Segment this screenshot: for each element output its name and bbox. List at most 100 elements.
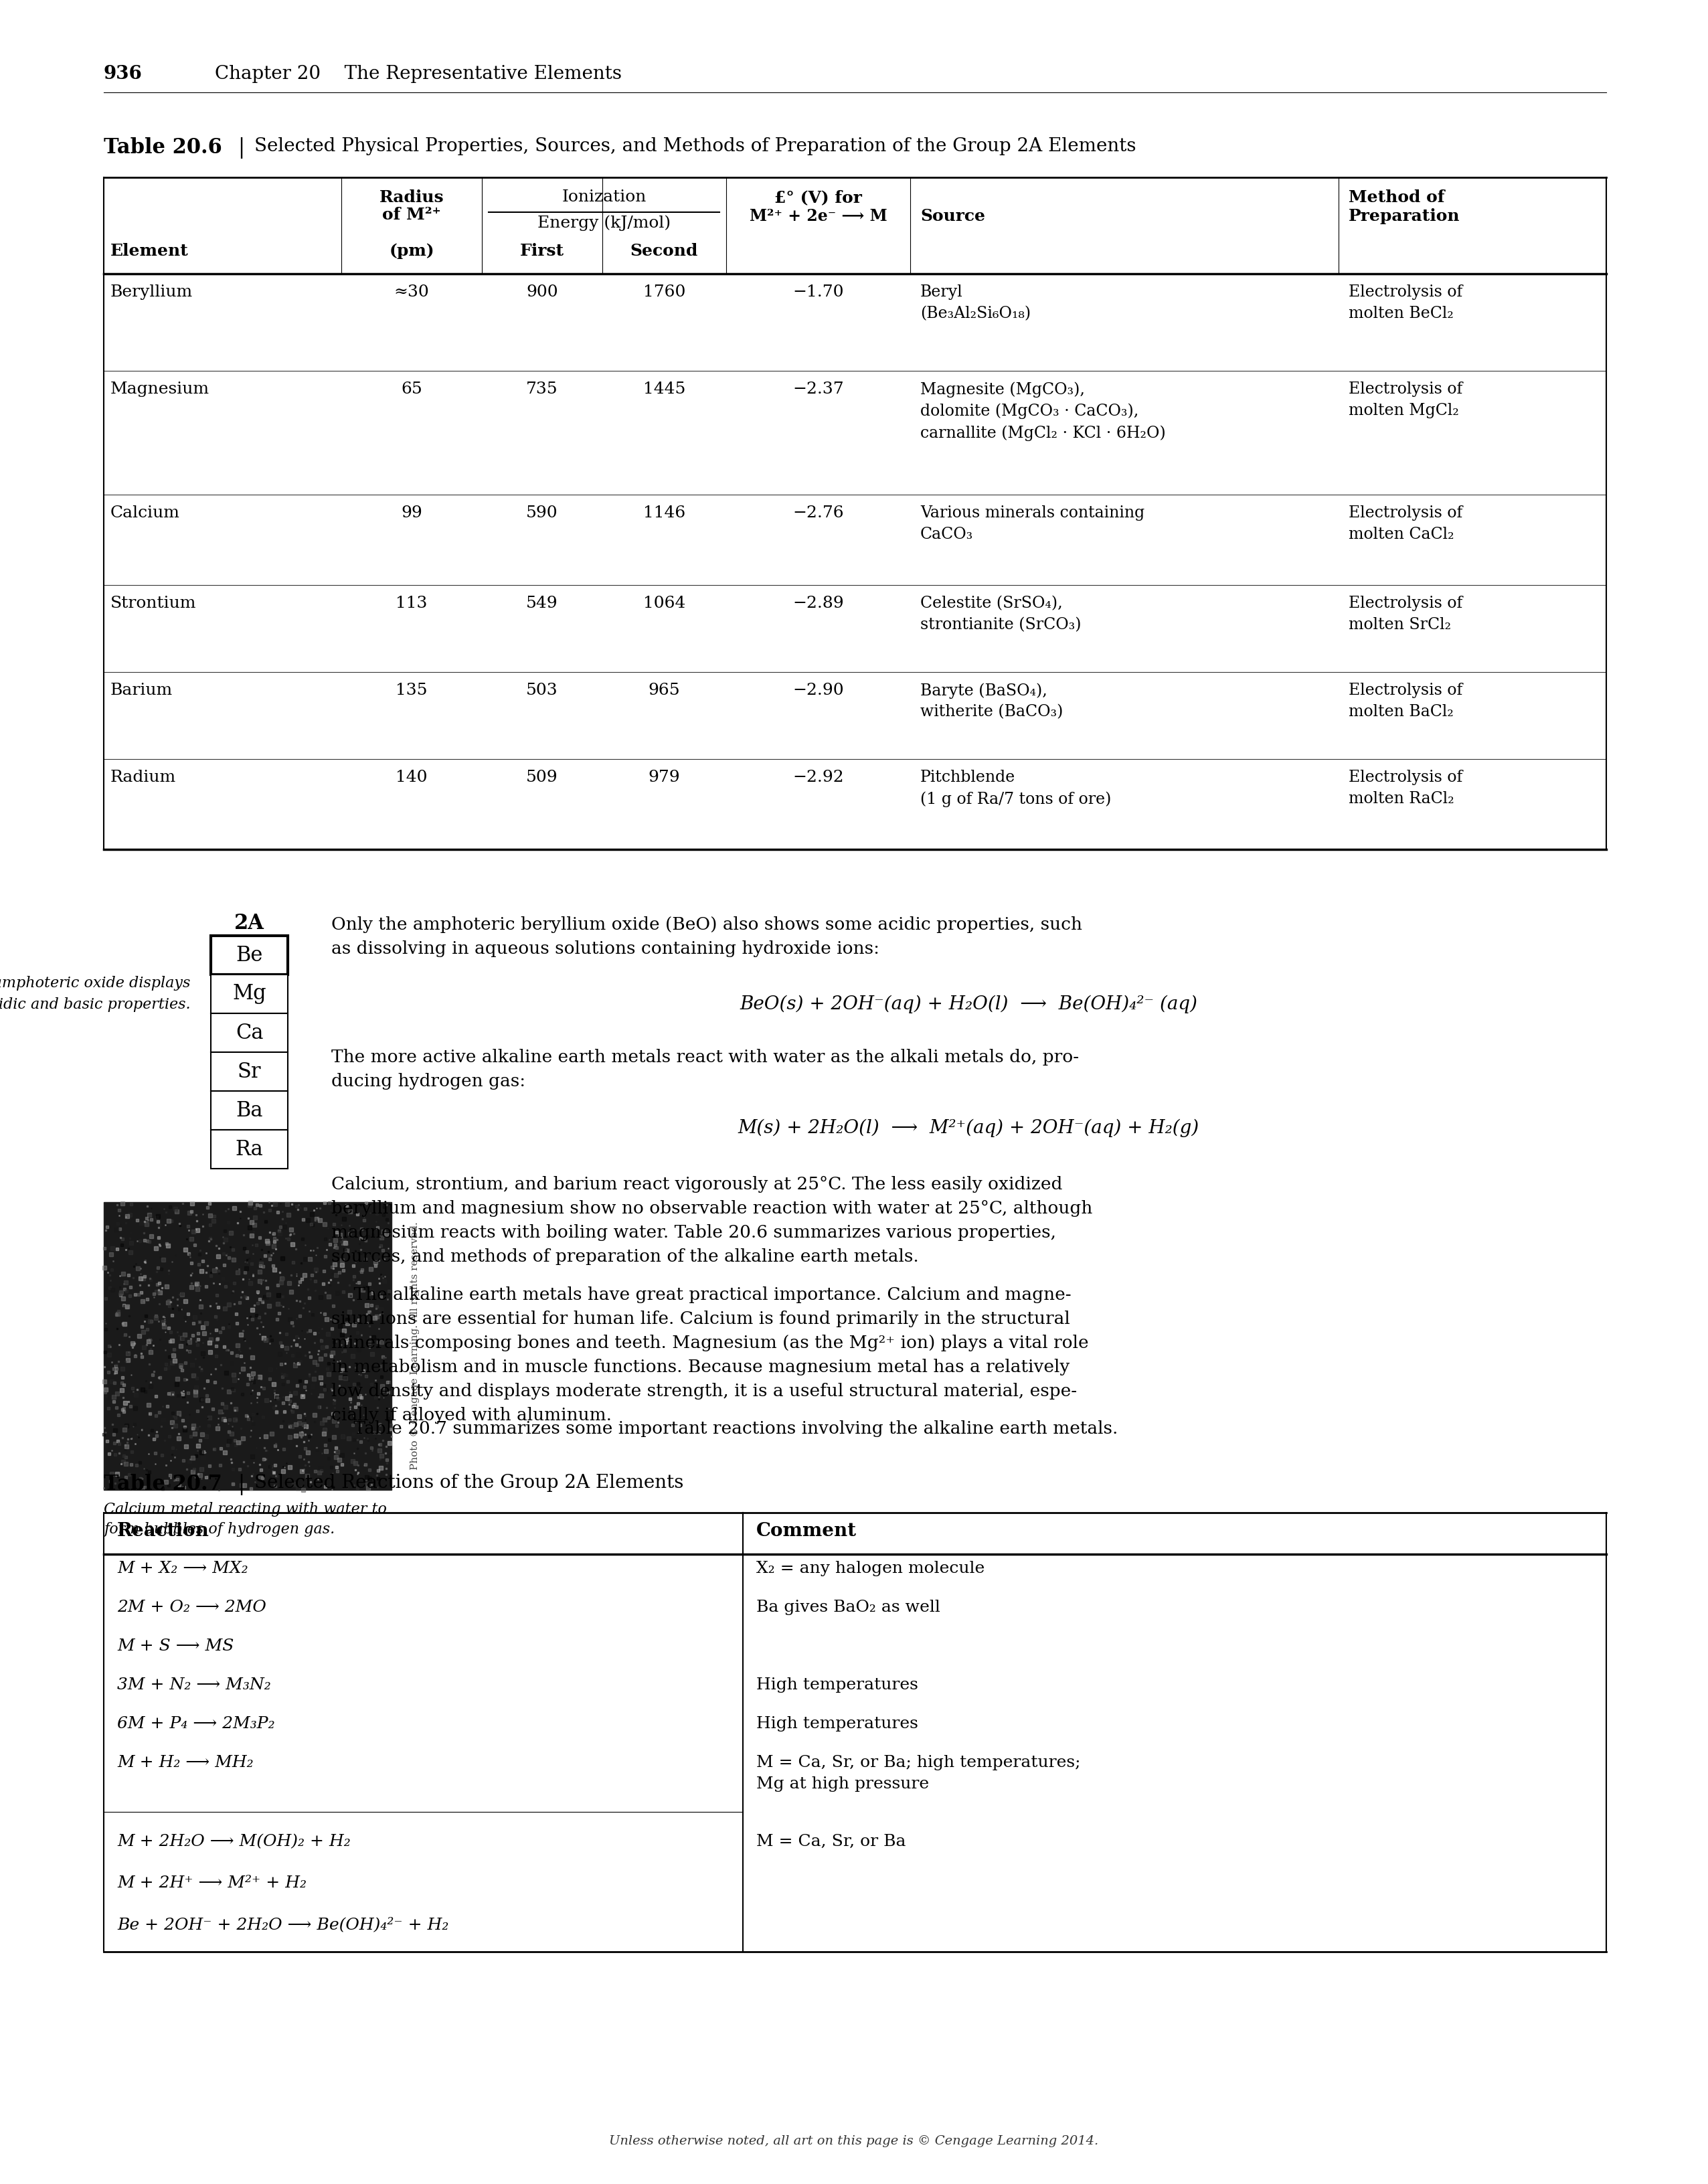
- Text: Electrolysis of
molten BaCl₂: Electrolysis of molten BaCl₂: [1349, 684, 1462, 719]
- Text: X₂ = any halogen molecule: X₂ = any halogen molecule: [757, 1562, 986, 1577]
- Text: 936: 936: [104, 66, 142, 83]
- Text: Beryllium: Beryllium: [111, 284, 193, 299]
- Text: M²⁺ + 2e⁻ ⟶ M: M²⁺ + 2e⁻ ⟶ M: [750, 207, 886, 225]
- Text: Magnesium: Magnesium: [111, 382, 210, 397]
- Text: M + H₂ ⟶ MH₂: M + H₂ ⟶ MH₂: [118, 1756, 253, 1771]
- Text: M + 2H⁺ ⟶ M²⁺ + H₂: M + 2H⁺ ⟶ M²⁺ + H₂: [118, 1876, 306, 1891]
- Text: Barium: Barium: [111, 684, 173, 699]
- Text: Second: Second: [630, 242, 699, 260]
- Text: Unless otherwise noted, all art on this page is © Cengage Learning 2014.: Unless otherwise noted, all art on this …: [610, 2136, 1098, 2147]
- Text: 1146: 1146: [644, 505, 685, 520]
- Text: Ba gives BaO₂ as well: Ba gives BaO₂ as well: [757, 1599, 939, 1616]
- Text: Ra: Ra: [236, 1138, 263, 1160]
- Text: 2A: 2A: [234, 913, 265, 935]
- Bar: [210, 1092, 287, 1129]
- Text: Pitchblende
(1 g of Ra/7 tons of ore): Pitchblende (1 g of Ra/7 tons of ore): [921, 769, 1112, 808]
- Text: 113: 113: [396, 596, 427, 612]
- Text: M + 2H₂O ⟶ M(OH)₂ + H₂: M + 2H₂O ⟶ M(OH)₂ + H₂: [118, 1835, 350, 1850]
- Text: M(s) + 2H₂O(l)  ⟶  M²⁺(aq) + 2OH⁻(aq) + H₂(g): M(s) + 2H₂O(l) ⟶ M²⁺(aq) + 2OH⁻(aq) + H₂…: [738, 1118, 1199, 1138]
- Text: Table 20.6: Table 20.6: [104, 138, 222, 157]
- Text: −2.76: −2.76: [793, 505, 844, 520]
- Text: Radius: Radius: [379, 190, 444, 205]
- Text: M = Ca, Sr, or Ba: M = Ca, Sr, or Ba: [757, 1835, 905, 1850]
- Bar: [104, 1201, 391, 1489]
- Text: Energy (kJ/mol): Energy (kJ/mol): [538, 214, 671, 232]
- Text: Preparation: Preparation: [1349, 207, 1460, 225]
- Text: 3M + N₂ ⟶ M₃N₂: 3M + N₂ ⟶ M₃N₂: [118, 1677, 272, 1693]
- Text: 735: 735: [526, 382, 559, 397]
- Text: 590: 590: [526, 505, 559, 520]
- Text: 140: 140: [396, 769, 427, 784]
- Text: Table 20.7: Table 20.7: [104, 1474, 222, 1494]
- Text: Only the amphoteric beryllium oxide (BeO) also shows some acidic properties, suc: Only the amphoteric beryllium oxide (BeO…: [331, 917, 1083, 957]
- Text: 549: 549: [526, 596, 559, 612]
- Text: Beryl
(Be₃Al₂Si₆O₁₈): Beryl (Be₃Al₂Si₆O₁₈): [921, 284, 1030, 321]
- Text: M + S ⟶ MS: M + S ⟶ MS: [118, 1638, 234, 1653]
- Text: M + X₂ ⟶ MX₂: M + X₂ ⟶ MX₂: [118, 1562, 248, 1577]
- Text: Reaction: Reaction: [118, 1522, 210, 1540]
- Text: 509: 509: [526, 769, 559, 784]
- Text: High temperatures: High temperatures: [757, 1717, 919, 1732]
- Text: −1.70: −1.70: [793, 284, 844, 299]
- Text: Various minerals containing
CaCO₃: Various minerals containing CaCO₃: [921, 505, 1144, 542]
- Text: Calcium, strontium, and barium react vigorously at 25°C. The less easily oxidize: Calcium, strontium, and barium react vig…: [331, 1175, 1093, 1265]
- Text: Chapter 20    The Representative Elements: Chapter 20 The Representative Elements: [167, 66, 622, 83]
- Text: Electrolysis of
molten CaCl₂: Electrolysis of molten CaCl₂: [1349, 505, 1462, 542]
- Text: Calcium metal reacting with water to
form bubbles of hydrogen gas.: Calcium metal reacting with water to for…: [104, 1503, 386, 1538]
- Text: −2.89: −2.89: [793, 596, 844, 612]
- Text: Electrolysis of
molten RaCl₂: Electrolysis of molten RaCl₂: [1349, 769, 1462, 806]
- Text: Element: Element: [111, 242, 188, 260]
- Text: The more active alkaline earth metals react with water as the alkali metals do, : The more active alkaline earth metals re…: [331, 1048, 1079, 1090]
- Text: 6M + P₄ ⟶ 2M₃P₂: 6M + P₄ ⟶ 2M₃P₂: [118, 1717, 275, 1732]
- Text: First: First: [519, 242, 564, 260]
- Text: 135: 135: [396, 684, 427, 699]
- Text: Electrolysis of
molten MgCl₂: Electrolysis of molten MgCl₂: [1349, 382, 1462, 419]
- Bar: [210, 1013, 287, 1053]
- Text: Calcium: Calcium: [111, 505, 179, 520]
- Bar: [210, 1053, 287, 1092]
- Text: −2.37: −2.37: [793, 382, 844, 397]
- Text: Selected Reactions of the Group 2A Elements: Selected Reactions of the Group 2A Eleme…: [254, 1474, 683, 1492]
- Text: 503: 503: [526, 684, 559, 699]
- Text: 65: 65: [401, 382, 422, 397]
- Text: £° (V) for: £° (V) for: [774, 190, 863, 205]
- Text: 1064: 1064: [642, 596, 685, 612]
- Text: Electrolysis of
molten SrCl₂: Electrolysis of molten SrCl₂: [1349, 596, 1462, 633]
- Text: 979: 979: [649, 769, 680, 784]
- Text: 2M + O₂ ⟶ 2MO: 2M + O₂ ⟶ 2MO: [118, 1599, 266, 1616]
- Text: Photo © Cengage Learning. All rights reserved.: Photo © Cengage Learning. All rights res…: [410, 1221, 420, 1470]
- Text: |: |: [237, 1474, 244, 1496]
- Text: Mg: Mg: [232, 983, 266, 1005]
- Bar: [210, 935, 287, 974]
- Text: 1760: 1760: [642, 284, 685, 299]
- Text: Comment: Comment: [757, 1522, 857, 1540]
- Text: Ionization: Ionization: [562, 190, 646, 205]
- Text: 900: 900: [526, 284, 559, 299]
- Text: The alkaline earth metals have great practical importance. Calcium and magne-
si: The alkaline earth metals have great pra…: [331, 1286, 1088, 1424]
- Text: Baryte (BaSO₄),
witherite (BaCO₃): Baryte (BaSO₄), witherite (BaCO₃): [921, 684, 1062, 721]
- Text: Selected Physical Properties, Sources, and Methods of Preparation of the Group 2: Selected Physical Properties, Sources, a…: [254, 138, 1136, 155]
- Text: Radium: Radium: [111, 769, 176, 784]
- Text: of M²⁺: of M²⁺: [383, 207, 441, 223]
- Text: Ba: Ba: [236, 1101, 263, 1120]
- Text: Celestite (SrSO₄),
strontianite (SrCO₃): Celestite (SrSO₄), strontianite (SrCO₃): [921, 596, 1081, 633]
- Text: M = Ca, Sr, or Ba; high temperatures;
Mg at high pressure: M = Ca, Sr, or Ba; high temperatures; Mg…: [757, 1756, 1081, 1791]
- Text: Method of: Method of: [1349, 190, 1445, 205]
- Text: Be + 2OH⁻ + 2H₂O ⟶ Be(OH)₄²⁻ + H₂: Be + 2OH⁻ + 2H₂O ⟶ Be(OH)₄²⁻ + H₂: [118, 1918, 449, 1933]
- Text: −2.90: −2.90: [793, 684, 844, 699]
- Bar: [210, 974, 287, 1013]
- Text: An amphoteric oxide displays
both acidic and basic properties.: An amphoteric oxide displays both acidic…: [0, 976, 191, 1011]
- Text: 99: 99: [401, 505, 422, 520]
- Text: Magnesite (MgCO₃),
dolomite (MgCO₃ · CaCO₃),
carnallite (MgCl₂ · KCl · 6H₂O): Magnesite (MgCO₃), dolomite (MgCO₃ · CaC…: [921, 382, 1167, 441]
- Text: Sr: Sr: [237, 1061, 261, 1081]
- Text: High temperatures: High temperatures: [757, 1677, 919, 1693]
- Text: −2.92: −2.92: [793, 769, 844, 784]
- Text: (pm): (pm): [389, 242, 434, 260]
- Bar: [210, 1129, 287, 1168]
- Text: BeO(s) + 2OH⁻(aq) + H₂O(l)  ⟶  Be(OH)₄²⁻ (aq): BeO(s) + 2OH⁻(aq) + H₂O(l) ⟶ Be(OH)₄²⁻ (…: [740, 996, 1197, 1013]
- Text: 1445: 1445: [642, 382, 685, 397]
- Text: Table 20.7 summarizes some important reactions involving the alkaline earth meta: Table 20.7 summarizes some important rea…: [331, 1420, 1119, 1437]
- Text: Strontium: Strontium: [111, 596, 196, 612]
- Text: 965: 965: [649, 684, 680, 699]
- Text: Be: Be: [236, 946, 263, 965]
